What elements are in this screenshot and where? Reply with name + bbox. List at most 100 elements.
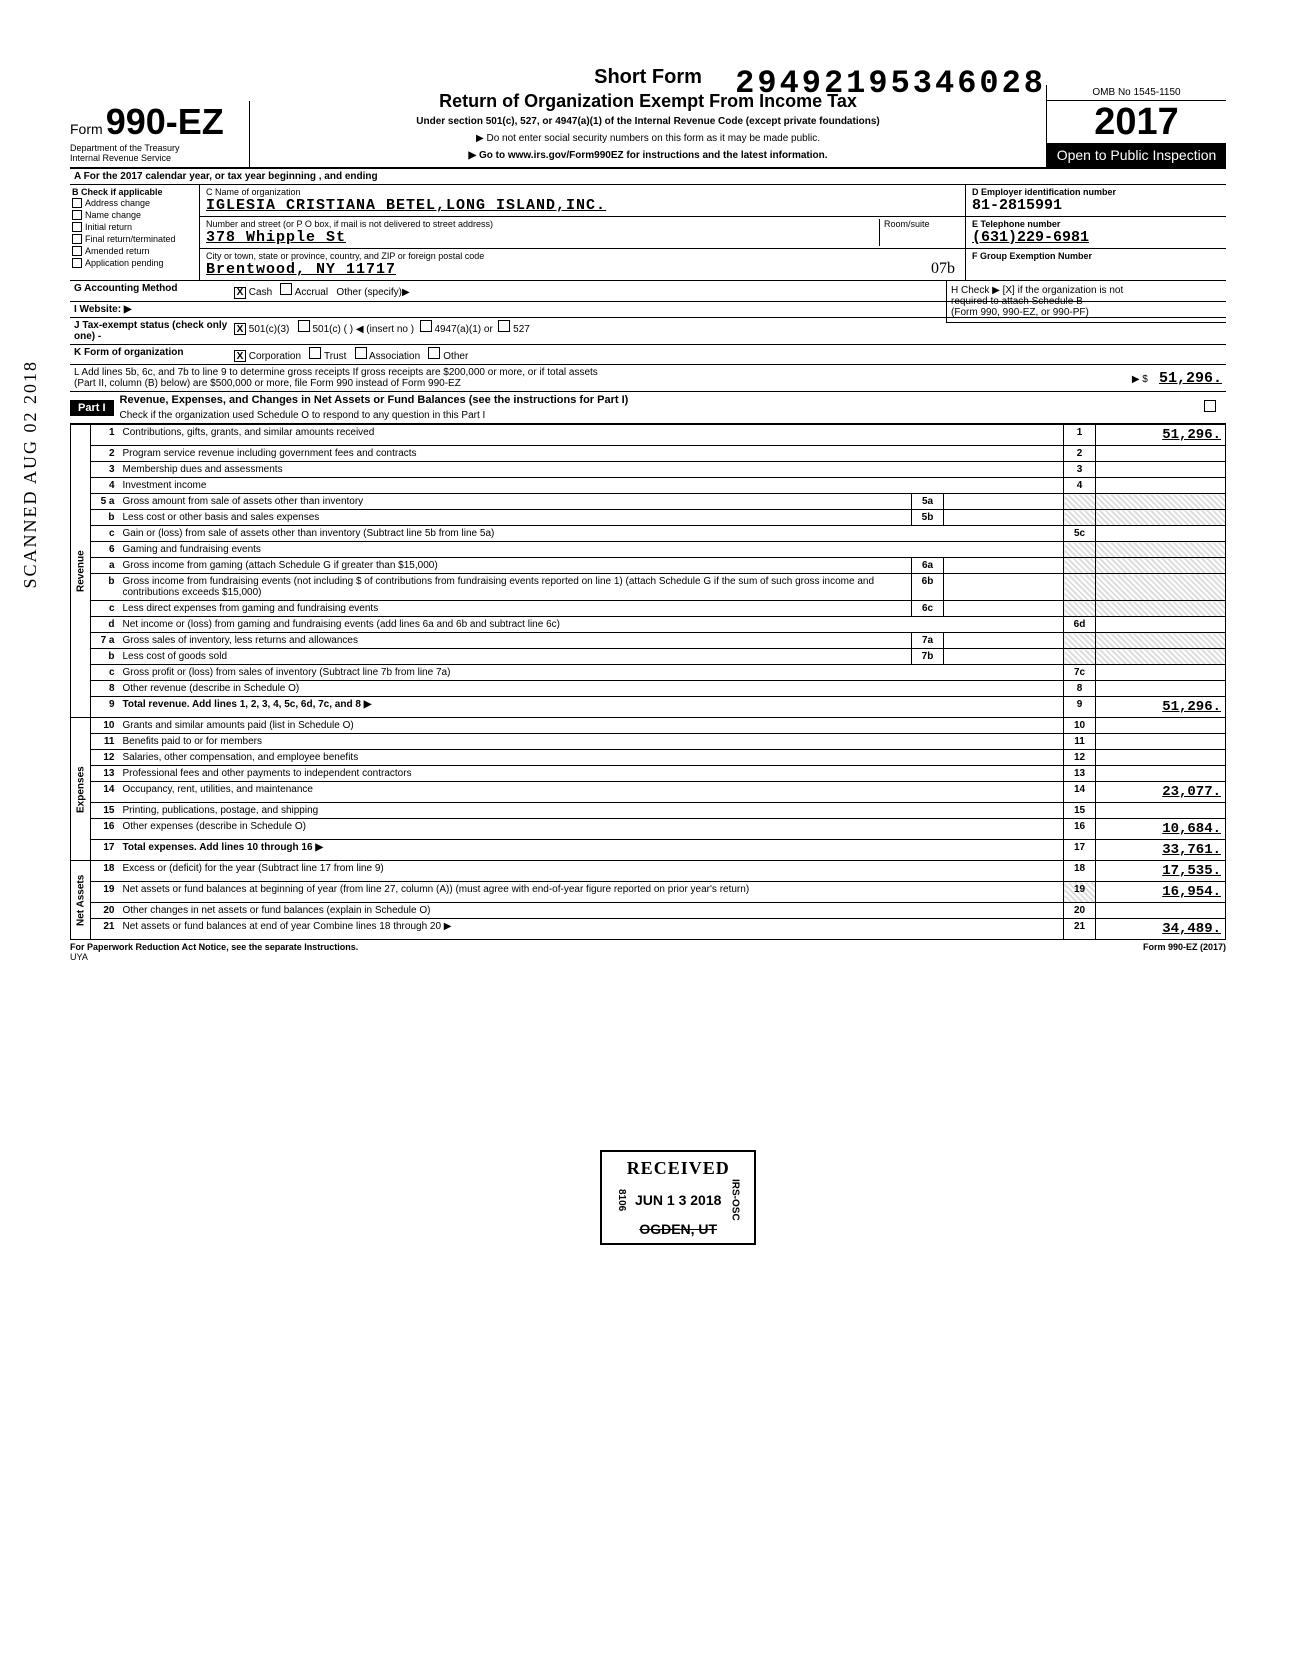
chk-assoc[interactable] [355,347,367,359]
table-row: dNet income or (loss) from gaming and fu… [71,617,1226,633]
c-street-row: Number and street (or P O box, if mail i… [200,217,965,249]
chk-501c[interactable] [298,320,310,332]
column-b-checkboxes: B Check if applicable Address change Nam… [70,185,200,280]
chk-trust[interactable] [309,347,321,359]
chk-final-return[interactable]: Final return/terminated [72,233,197,245]
chk-corp[interactable]: X [234,350,246,362]
table-row: Net Assets18Excess or (deficit) for the … [71,861,1226,882]
line-number-cell: c [91,526,119,542]
right-line-num: 3 [1064,462,1096,478]
c-city-label: City or town, state or province, country… [206,251,959,261]
line-description: Contributions, gifts, grants, and simila… [119,425,1064,446]
chk-527[interactable] [498,320,510,332]
line-amount [1096,734,1226,750]
table-row: bLess cost or other basis and sales expe… [71,510,1226,526]
right-line-num: 20 [1064,903,1096,919]
ein-label: D Employer identification number [972,187,1220,197]
chk-501c3[interactable]: X [234,323,246,335]
chk-name-change[interactable]: Name change [72,209,197,221]
table-row: 17Total expenses. Add lines 10 through 1… [71,840,1226,861]
dept-line2: Internal Revenue Service [70,153,249,163]
h-line3: (Form 990, 990-EZ, or 990-PF) [951,307,1222,318]
footer-uya: UYA [70,952,88,962]
table-row: cLess direct expenses from gaming and fu… [71,601,1226,617]
chk-amended[interactable]: Amended return [72,245,197,257]
line-amount: 16,954. [1096,882,1226,903]
mini-line-num: 6b [912,574,944,601]
table-row: cGain or (loss) from sale of assets othe… [71,526,1226,542]
table-row: 4Investment income4 [71,478,1226,494]
right-line-num: 18 [1064,861,1096,882]
table-row: Expenses10Grants and similar amounts pai… [71,718,1226,734]
table-row: 5 aGross amount from sale of assets othe… [71,494,1226,510]
section-label: Net Assets [71,861,91,940]
table-row: 8Other revenue (describe in Schedule O)8 [71,681,1226,697]
line-amount [1096,681,1226,697]
k-label: K Form of organization [74,347,234,363]
line-description: Less cost or other basis and sales expen… [119,510,912,526]
chk-other-org[interactable] [428,347,440,359]
ein-row: D Employer identification number 81-2815… [966,185,1226,217]
table-row: 19Net assets or fund balances at beginni… [71,882,1226,903]
column-d-ids: D Employer identification number 81-2815… [966,185,1226,280]
line-amount [1096,718,1226,734]
received-city: OGDEN, UT [616,1221,740,1237]
shaded-cell [1064,574,1096,601]
tel-label: E Telephone number [972,219,1220,229]
mini-amount [944,510,1064,526]
line-description: Total revenue. Add lines 1, 2, 3, 4, 5c,… [119,697,1064,718]
chk-app-pending[interactable]: Application pending [72,257,197,269]
chk-accrual[interactable] [280,283,292,295]
form-prefix: Form [70,121,103,137]
c-street-label: Number and street (or P O box, if mail i… [206,219,879,229]
line-description: Gross income from gaming (attach Schedul… [119,558,912,574]
chk-address-change[interactable]: Address change [72,197,197,209]
table-row: 3Membership dues and assessments3 [71,462,1226,478]
right-line-num: 21 [1064,919,1096,940]
line-description: Gaming and fundraising events [119,542,1064,558]
line-description: Gain or (loss) from sale of assets other… [119,526,1064,542]
shaded-cell [1064,494,1096,510]
dln-number: 29492195346028 [735,65,1046,102]
instruction-1: ▶ Do not enter social security numbers o… [258,133,1038,144]
line-number-cell: c [91,601,119,617]
received-date: JUN 1 3 2018 [635,1192,721,1208]
room-suite-label: Room/suite [879,219,959,246]
line-number-cell: 16 [91,819,119,840]
right-line-num: 10 [1064,718,1096,734]
c-name-label: C Name of organization [206,187,959,197]
mini-line-num: 5a [912,494,944,510]
line-number-cell: 19 [91,882,119,903]
shaded-amount [1096,558,1226,574]
line-number-cell: b [91,510,119,526]
chk-initial-return[interactable]: Initial return [72,221,197,233]
omb-number: OMB No 1545-1150 [1047,85,1226,101]
ein-value: 81-2815991 [972,197,1220,214]
line-description: Less direct expenses from gaming and fun… [119,601,912,617]
form-header: Form 990-EZ Department of the Treasury I… [70,60,1226,169]
table-row: 2Program service revenue including gover… [71,446,1226,462]
j-label: J Tax-exempt status (check only one) - [74,320,234,342]
table-row: aGross income from gaming (attach Schedu… [71,558,1226,574]
shaded-cell [1064,542,1096,558]
chk-cash[interactable]: X [234,287,246,299]
line-number-cell: d [91,617,119,633]
org-street: 378 Whipple St [206,229,879,246]
line-amount: 51,296. [1096,697,1226,718]
line-description: Net assets or fund balances at end of ye… [119,919,1064,940]
l-symbol: ▶ $ [1132,374,1148,385]
mini-line-num: 6a [912,558,944,574]
line-amount: 10,684. [1096,819,1226,840]
table-row: 9Total revenue. Add lines 1, 2, 3, 4, 5c… [71,697,1226,718]
chk-4947[interactable] [420,320,432,332]
mini-amount [944,649,1064,665]
group-exemption-label: F Group Exemption Number [972,251,1220,261]
table-row: 13Professional fees and other payments t… [71,766,1226,782]
line-amount [1096,750,1226,766]
received-label: RECEIVED [616,1158,740,1179]
page-footer: For Paperwork Reduction Act Notice, see … [70,940,1226,962]
chk-schedule-o[interactable] [1204,400,1216,412]
table-row: 11Benefits paid to or for members11 [71,734,1226,750]
row-k-org-form: K Form of organization X Corporation Tru… [70,345,1226,366]
mini-amount [944,558,1064,574]
